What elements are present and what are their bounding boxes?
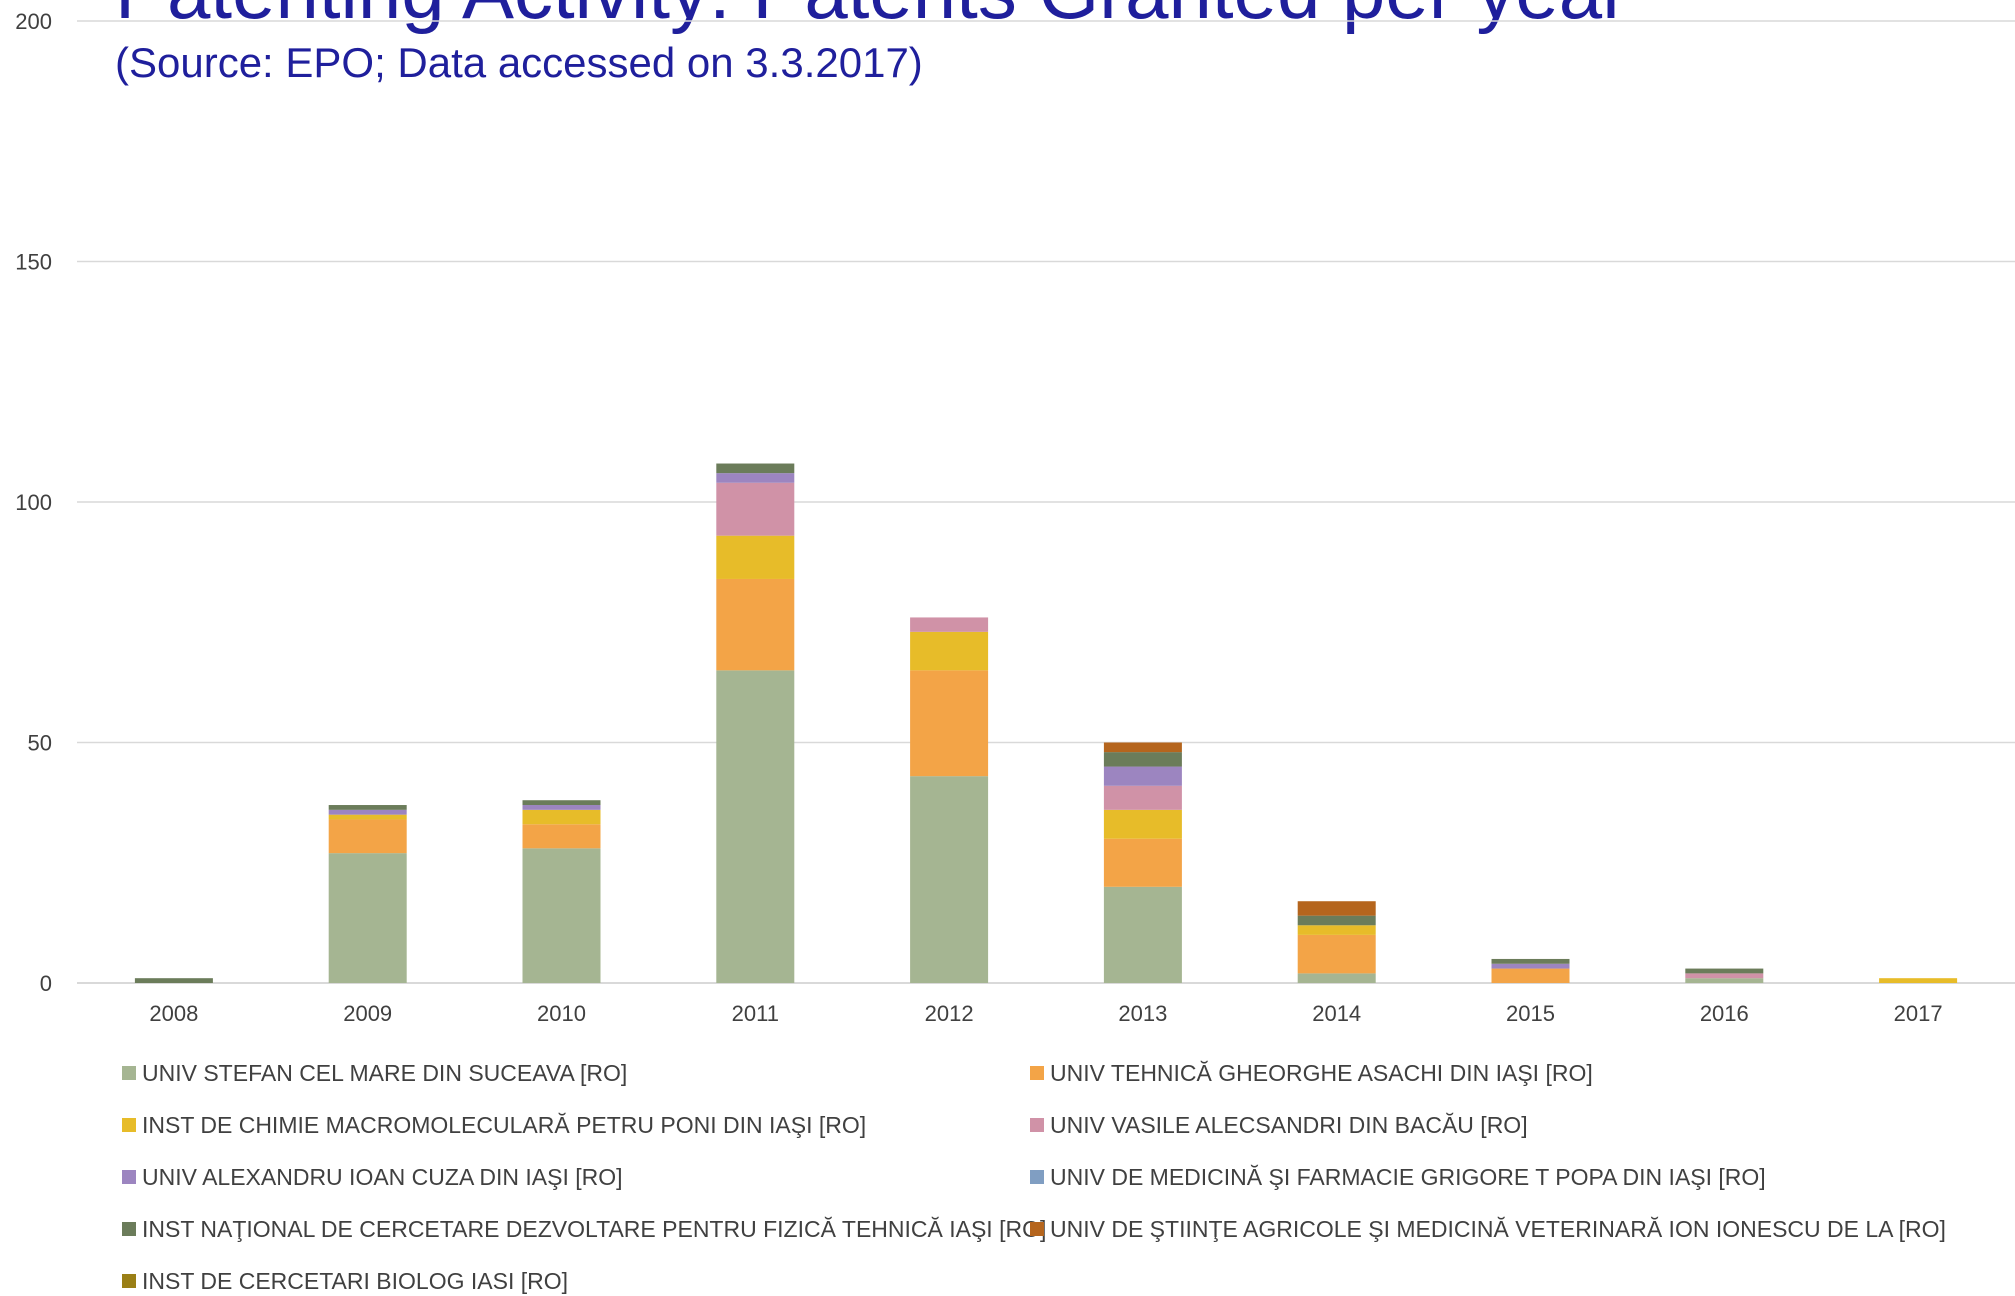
x-axis-ticks: 2008 2009 2010 2011 2012 2013 2014 2015 2016 2017: [149, 1001, 1942, 1026]
x-tick-label: 2011: [732, 1001, 779, 1026]
y-tick-label: 100: [15, 490, 52, 515]
legend-label: UNIV VASILE ALECSANDRI DIN BACĂU [RO]: [1050, 1111, 1528, 1138]
x-tick-label: 2009: [343, 1001, 392, 1026]
bar-segment-2014-s0: [1297, 973, 1376, 983]
x-tick-label: 2010: [537, 1001, 586, 1026]
bar-segment-2013-s4: [1103, 766, 1182, 786]
x-tick-label: 2014: [1312, 1001, 1361, 1026]
legend-swatch: [122, 1222, 136, 1236]
bar-segment-2011-s1: [716, 578, 795, 671]
legend-label: UNIV DE ŞTIINŢE AGRICOLE ŞI MEDICINĂ VET…: [1050, 1215, 1946, 1242]
x-tick-label: 2013: [1118, 1001, 1167, 1026]
chart-title: Patenting Activity: Patents Granted per …: [115, 0, 1628, 30]
legend-swatch: [122, 1274, 136, 1288]
bar-segment-2016-s0: [1685, 978, 1764, 983]
y-tick-label: 200: [15, 9, 52, 34]
bar-segment-2013-s0: [1103, 886, 1182, 983]
bar-segment-2012-s0: [910, 776, 989, 983]
legend-item: UNIV ALEXANDRU IOAN CUZA DIN IAŞI [RO]: [122, 1162, 623, 1192]
bar-segment-2017-s2: [1879, 978, 1958, 983]
legend-label: UNIV STEFAN CEL MARE DIN SUCEAVA [RO]: [142, 1059, 628, 1086]
bar-segment-2013-s2: [1103, 809, 1182, 839]
bar-segment-2016-s3: [1685, 973, 1764, 979]
bar-segment-2014-s2: [1297, 925, 1376, 935]
bar-segment-2012-s3: [910, 617, 989, 632]
bar-segment-2013-s3: [1103, 785, 1182, 810]
bar-segment-2015-s1: [1491, 968, 1570, 983]
bar-segment-2012-s1: [910, 670, 989, 777]
legend-swatch: [122, 1066, 136, 1080]
bar-segment-2011-s0: [716, 670, 795, 983]
bar-segment-2013-s6: [1103, 752, 1182, 767]
x-tick-label: 2017: [1894, 1001, 1943, 1026]
legend-item: UNIV TEHNICĂ GHEORGHE ASACHI DIN IAŞI [R…: [1030, 1058, 1593, 1088]
bar-segment-2012-s2: [910, 631, 989, 671]
legend-swatch: [1030, 1170, 1044, 1184]
legend-label: UNIV TEHNICĂ GHEORGHE ASACHI DIN IAŞI [R…: [1050, 1059, 1593, 1086]
legend-label: INST NAŢIONAL DE CERCETARE DEZVOLTARE PE…: [142, 1215, 1047, 1242]
legend-label: UNIV DE MEDICINĂ ŞI FARMACIE GRIGORE T P…: [1050, 1163, 1766, 1190]
legend-swatch: [1030, 1118, 1044, 1132]
y-tick-label: 0: [40, 971, 52, 996]
bar-segment-2015-s6: [1491, 958, 1570, 964]
bar-segment-2015-s4: [1491, 963, 1570, 969]
bar-segment-2013-s7: [1103, 742, 1182, 753]
x-tick-label: 2015: [1506, 1001, 1555, 1026]
legend-item: INST DE CERCETARI BIOLOG IASI [RO]: [122, 1266, 568, 1296]
legend-item: UNIV DE MEDICINĂ ŞI FARMACIE GRIGORE T P…: [1030, 1162, 1766, 1192]
y-tick-label: 150: [15, 250, 52, 275]
bar-segment-2009-s2: [328, 814, 407, 820]
legend-swatch: [122, 1170, 136, 1184]
legend-swatch: [122, 1118, 136, 1132]
legend-label: INST DE CHIMIE MACROMOLECULARĂ PETRU PON…: [142, 1111, 867, 1138]
y-tick-label: 50: [28, 731, 52, 756]
bar-segment-2016-s6: [1685, 968, 1764, 974]
legend-item: UNIV DE ŞTIINŢE AGRICOLE ŞI MEDICINĂ VET…: [1030, 1214, 1946, 1244]
chart-subtitle: (Source: EPO; Data accessed on 3.3.2017): [115, 39, 923, 86]
bar-segment-2009-s4: [328, 809, 407, 815]
x-tick-label: 2012: [925, 1001, 974, 1026]
bar-segment-2014-s7: [1297, 901, 1376, 916]
bar-segment-2009-s6: [328, 805, 407, 810]
legend-item: UNIV STEFAN CEL MARE DIN SUCEAVA [RO]: [122, 1058, 627, 1088]
legend-swatch: [1030, 1066, 1044, 1080]
legend-label: UNIV ALEXANDRU IOAN CUZA DIN IAŞI [RO]: [142, 1163, 623, 1190]
bar-segment-2011-s3: [716, 482, 795, 536]
bar-segment-2013-s1: [1103, 838, 1182, 887]
bar-segment-2010-s2: [522, 809, 601, 825]
legend-item: UNIV VASILE ALECSANDRI DIN BACĂU [RO]: [1030, 1110, 1528, 1140]
legend-swatch: [1030, 1222, 1044, 1236]
bars: [134, 463, 1958, 983]
bar-segment-2010-s6: [522, 800, 601, 806]
x-tick-label: 2008: [149, 1001, 198, 1026]
bar-segment-2010-s4: [522, 805, 601, 810]
bar-segment-2011-s2: [716, 535, 795, 579]
legend-label: INST DE CERCETARI BIOLOG IASI [RO]: [142, 1267, 569, 1294]
bar-segment-2009-s1: [328, 819, 407, 854]
x-tick-label: 2016: [1700, 1001, 1749, 1026]
bar-segment-2014-s1: [1297, 934, 1376, 974]
stacked-bar-chart: 0 50 100 150 200 2008 2009 2010 2011 2012 2013 201…: [15, 9, 2015, 1026]
bar-segment-2008-s6: [134, 978, 213, 983]
legend-item: INST DE CHIMIE MACROMOLECULARĂ PETRU PON…: [122, 1110, 866, 1140]
legend-item: INST NAŢIONAL DE CERCETARE DEZVOLTARE PE…: [122, 1214, 1046, 1244]
bar-segment-2009-s0: [328, 853, 407, 983]
bar-segment-2011-s6: [716, 463, 795, 474]
bar-segment-2011-s4: [716, 473, 795, 483]
bar-segment-2010-s0: [522, 848, 601, 983]
bar-segment-2010-s1: [522, 824, 601, 849]
bar-segment-2014-s6: [1297, 915, 1376, 926]
y-axis-ticks: 0 50 100 150 200: [15, 9, 52, 996]
